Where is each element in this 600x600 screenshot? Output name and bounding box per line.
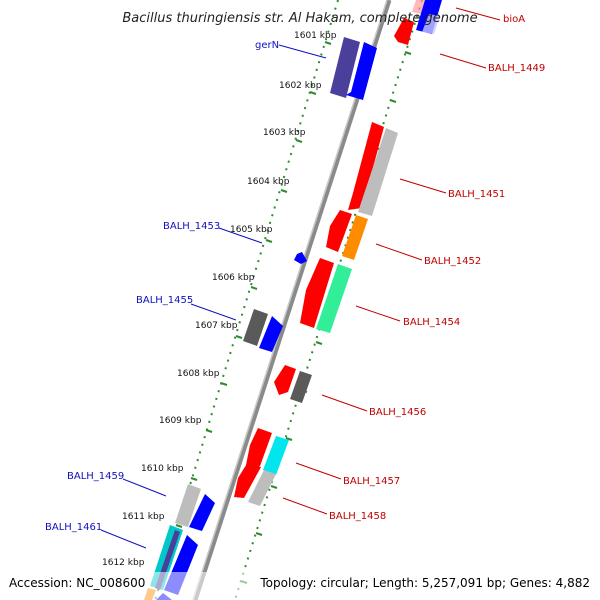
gene-label-BALH_1456[interactable]: BALH_1456 — [369, 407, 426, 418]
gene-BALH_1457-red[interactable] — [246, 428, 272, 466]
left-tick-guide — [154, 0, 339, 600]
gene-BALH_1459[interactable] — [175, 484, 201, 527]
kbp-label: 1609 kbp — [159, 416, 202, 426]
map-title: Bacillus thuringiensis str. Al Hakam, co… — [122, 11, 477, 26]
gene-top-forward-light — [422, 14, 440, 34]
kbp-label: 1610 kbp — [141, 464, 184, 474]
kbp-label: 1612 kbp — [102, 558, 145, 568]
gene-label-BALH_1459[interactable]: BALH_1459 — [67, 471, 124, 482]
gene-label-BALH_1452[interactable]: BALH_1452 — [424, 256, 481, 267]
gene-BALH_1453[interactable] — [294, 252, 307, 264]
gene-forward-reverse-1605[interactable] — [326, 210, 352, 252]
gene-gerN[interactable] — [330, 37, 360, 98]
gene-label-BALH_1455[interactable]: BALH_1455 — [136, 295, 193, 306]
gene-label-BALH_1457[interactable]: BALH_1457 — [343, 476, 400, 487]
gene-label-BALH_1454[interactable]: BALH_1454 — [403, 317, 460, 328]
gene-label-BALH_1451[interactable]: BALH_1451 — [448, 189, 505, 200]
genome-backbone — [192, 0, 392, 600]
gene-BALH_1458[interactable] — [248, 470, 276, 506]
gene-BALH_1454[interactable] — [316, 264, 352, 333]
gene-reverse-1608[interactable] — [274, 365, 296, 395]
gene-forward-1607[interactable] — [259, 316, 283, 352]
gene-label-BALH_1449[interactable]: BALH_1449 — [488, 63, 545, 74]
genome-backbone-highlight — [192, 0, 388, 600]
kbp-label: 1607 kbp — [195, 321, 238, 331]
kbp-label: 1606 kbp — [212, 273, 255, 283]
kbp-label: 1603 kbp — [263, 128, 306, 138]
kbp-label: 1611 kbp — [122, 512, 165, 522]
kbp-label: 1602 kbp — [279, 81, 322, 91]
gene-label-BALH_1453[interactable]: BALH_1453 — [163, 221, 220, 232]
gene-label-bioA[interactable]: bioA — [503, 14, 525, 25]
gene-forward-1611[interactable] — [189, 494, 215, 531]
gene-label-gerN[interactable]: gerN — [255, 40, 279, 51]
accession-text: Accession: NC_008600 — [9, 576, 145, 590]
gene-label-BALH_1458[interactable]: BALH_1458 — [329, 511, 386, 522]
gene-BALH_1451[interactable] — [348, 122, 384, 210]
gene-BALH_1452[interactable] — [342, 215, 368, 260]
gene-BALH_1451-gray[interactable] — [358, 128, 398, 216]
gene-BALH_1457[interactable] — [263, 436, 289, 475]
gene-BALH_1456[interactable] — [290, 371, 312, 403]
gene-BALH_1458-red[interactable] — [234, 462, 261, 498]
gene-BALH_1449[interactable] — [394, 18, 414, 45]
kbp-labels: 1601 kbp 1602 kbp 1603 kbp 1604 kbp 1605… — [102, 31, 337, 568]
gene-label-BALH_1461[interactable]: BALH_1461 — [45, 522, 102, 533]
gene-reverse-1606[interactable] — [300, 258, 334, 328]
gene-forward-1602[interactable] — [346, 42, 377, 100]
left-gene-labels: gerN BALH_1453 BALH_1455 BALH_1459 BALH_… — [45, 40, 327, 549]
footer-background — [0, 572, 600, 600]
kbp-label: 1608 kbp — [177, 369, 220, 379]
kbp-label: 1604 kbp — [247, 177, 290, 187]
gene-BALH_1455[interactable] — [243, 309, 268, 346]
genome-summary-text: Topology: circular; Length: 5,257,091 bp… — [259, 576, 590, 590]
kbp-label: 1605 kbp — [230, 225, 273, 235]
kbp-label: 1601 kbp — [294, 31, 337, 41]
right-gene-labels: bioA BALH_1449 BALH_1451 BALH_1452 BALH_… — [282, 7, 545, 522]
